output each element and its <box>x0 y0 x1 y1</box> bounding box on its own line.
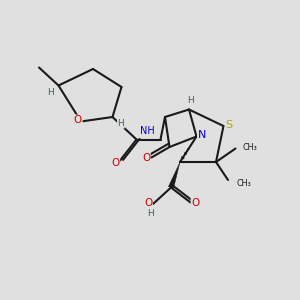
Text: H: H <box>147 208 153 217</box>
Text: H: H <box>187 96 194 105</box>
Text: O: O <box>74 115 82 125</box>
Text: O: O <box>111 158 120 169</box>
Text: O: O <box>144 197 152 208</box>
Text: CH₃: CH₃ <box>242 142 257 152</box>
Text: H: H <box>118 119 124 128</box>
Text: CH₃: CH₃ <box>237 179 252 188</box>
Polygon shape <box>169 162 180 188</box>
Text: S: S <box>225 119 233 130</box>
Text: NH: NH <box>140 126 154 136</box>
Text: N: N <box>198 130 206 140</box>
Text: O: O <box>191 198 200 208</box>
Text: O: O <box>142 153 150 163</box>
Text: H: H <box>47 88 53 97</box>
